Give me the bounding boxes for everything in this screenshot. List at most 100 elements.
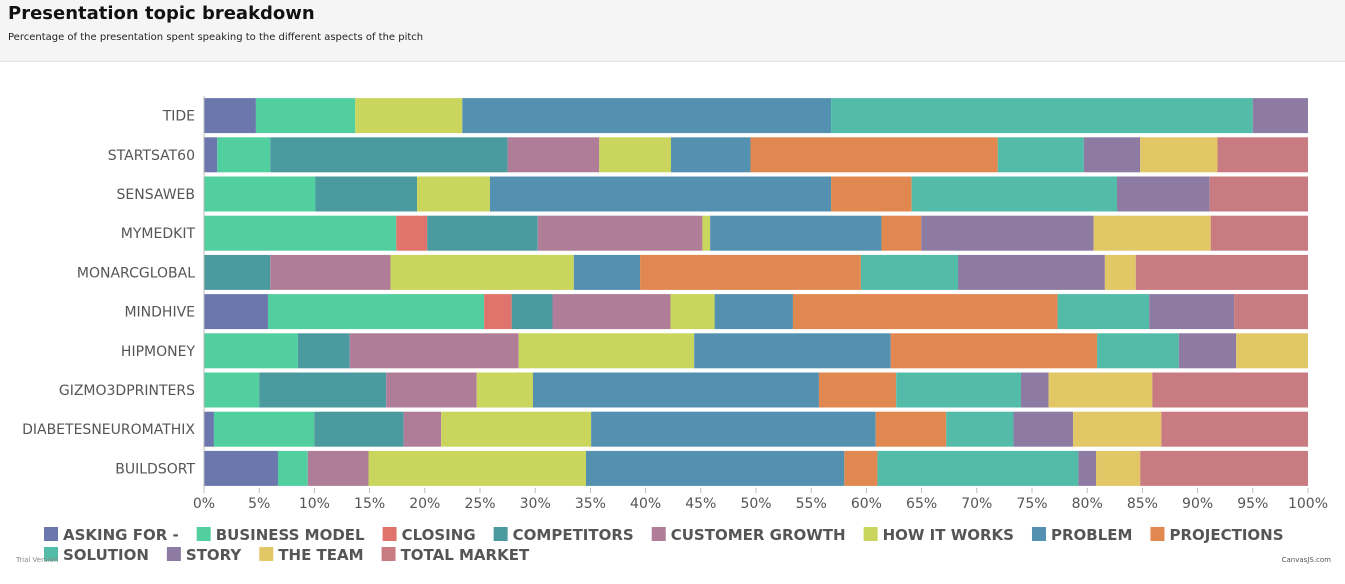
category-label: MINDHIVE <box>124 305 195 321</box>
x-tick-label: 0% <box>193 496 215 512</box>
bar-segment <box>368 450 586 486</box>
bar-segment <box>670 137 751 173</box>
legend-swatch <box>381 547 396 561</box>
x-tick-label: 15% <box>354 496 385 512</box>
bar-segment <box>792 294 1058 330</box>
bar-segment <box>877 450 1079 486</box>
bar-segment <box>710 215 882 251</box>
category-label: GIZMO3DPRINTERS <box>59 383 195 399</box>
bar-segment <box>267 294 485 330</box>
bar-segment <box>1236 333 1308 369</box>
x-tick-label: 10% <box>299 496 330 512</box>
category-label: BUILDSORT <box>115 461 195 477</box>
legend-swatch <box>863 527 878 541</box>
bar-segment <box>844 450 878 486</box>
x-tick-label: 30% <box>520 496 551 512</box>
bar-segment <box>1020 372 1049 408</box>
bar-segment <box>484 294 512 330</box>
bar-segment <box>670 294 715 330</box>
bar-segment <box>1093 215 1211 251</box>
bar-segment <box>1217 137 1308 173</box>
legend-swatch <box>651 527 666 541</box>
bar-segment <box>1117 176 1210 212</box>
bar-segment <box>204 294 268 330</box>
bar-segment <box>204 137 218 173</box>
legend-label: TOTAL MARKET <box>401 546 530 564</box>
bar-segment <box>831 176 912 212</box>
x-tick-label: 65% <box>906 496 937 512</box>
category-label: MYMEDKIT <box>121 226 196 242</box>
bar-segment <box>1140 450 1308 486</box>
bar-segment <box>831 98 1253 134</box>
bar-segment <box>518 333 695 369</box>
category-label: STARTSAT60 <box>108 148 195 164</box>
bar-segment <box>255 98 356 134</box>
legend-label: PROBLEM <box>1051 526 1132 544</box>
bar-segment <box>532 372 819 408</box>
bar-segment <box>307 450 369 486</box>
x-tick-label: 50% <box>740 496 771 512</box>
bar-segment <box>204 176 316 212</box>
bar-segment <box>314 411 404 447</box>
bar-segment <box>427 215 538 251</box>
category-label: TIDE <box>162 109 195 125</box>
legend-swatch <box>1031 527 1046 541</box>
bar-segment <box>1252 98 1308 134</box>
legend-label: HOW IT WORKS <box>883 526 1014 544</box>
x-tick-label: 100% <box>1288 496 1328 512</box>
bar-segment <box>1135 254 1308 290</box>
bar-segment <box>213 411 315 447</box>
bar-segment <box>1078 450 1097 486</box>
bar-segment <box>355 98 463 134</box>
x-tick-label: 35% <box>575 496 606 512</box>
bar-segment <box>204 254 271 290</box>
canvasjs-credit-link[interactable]: CanvasJS.com <box>1281 556 1331 564</box>
bar-segment <box>911 176 1118 212</box>
bar-segment <box>1073 411 1162 447</box>
trial-watermark: Trial Version <box>16 556 59 564</box>
bar-segment <box>417 176 490 212</box>
bar-segment <box>585 450 845 486</box>
category-label: HIPMONEY <box>121 344 196 360</box>
legend-swatch <box>1150 527 1165 541</box>
legend-label: THE TEAM <box>278 546 363 564</box>
bar-segment <box>599 137 671 173</box>
x-tick-label: 20% <box>409 496 440 512</box>
x-tick-label: 45% <box>685 496 716 512</box>
chart-title: Presentation topic breakdown <box>8 3 315 24</box>
bar-segment <box>537 215 703 251</box>
bar-segment <box>1234 294 1308 330</box>
bar-segment <box>591 411 876 447</box>
bar-segment <box>1096 450 1141 486</box>
bar-segment <box>1057 294 1150 330</box>
bar-segment <box>1140 137 1218 173</box>
legend-swatch <box>259 547 274 561</box>
x-tick-label: 95% <box>1237 496 1268 512</box>
legend-label: SOLUTION <box>63 546 149 564</box>
bar-segment <box>396 215 428 251</box>
bar-segment <box>1210 215 1308 251</box>
category-label: SENSAWEB <box>117 187 195 203</box>
bar-segment <box>714 294 793 330</box>
bar-segment <box>204 450 278 486</box>
bar-segment <box>270 137 508 173</box>
bar-segment <box>1083 137 1141 173</box>
legend-swatch <box>493 527 508 541</box>
bar-segment <box>204 372 260 408</box>
x-tick-label: 70% <box>961 496 992 512</box>
legend-swatch <box>196 527 211 541</box>
bar-segment <box>489 176 832 212</box>
legend-label: ASKING FOR - <box>63 526 179 544</box>
bar-segment <box>1048 372 1153 408</box>
bar-segment <box>462 98 832 134</box>
bar-segment <box>403 411 442 447</box>
bar-segment <box>997 137 1084 173</box>
bar-segment <box>552 294 671 330</box>
legend-swatch <box>44 527 58 541</box>
bar-segment <box>441 411 592 447</box>
bar-segment <box>204 411 214 447</box>
x-tick-label: 75% <box>1016 496 1047 512</box>
legend-swatch <box>44 547 58 561</box>
chart-subtitle: Percentage of the presentation spent spe… <box>8 32 424 43</box>
x-tick-label: 25% <box>464 496 495 512</box>
